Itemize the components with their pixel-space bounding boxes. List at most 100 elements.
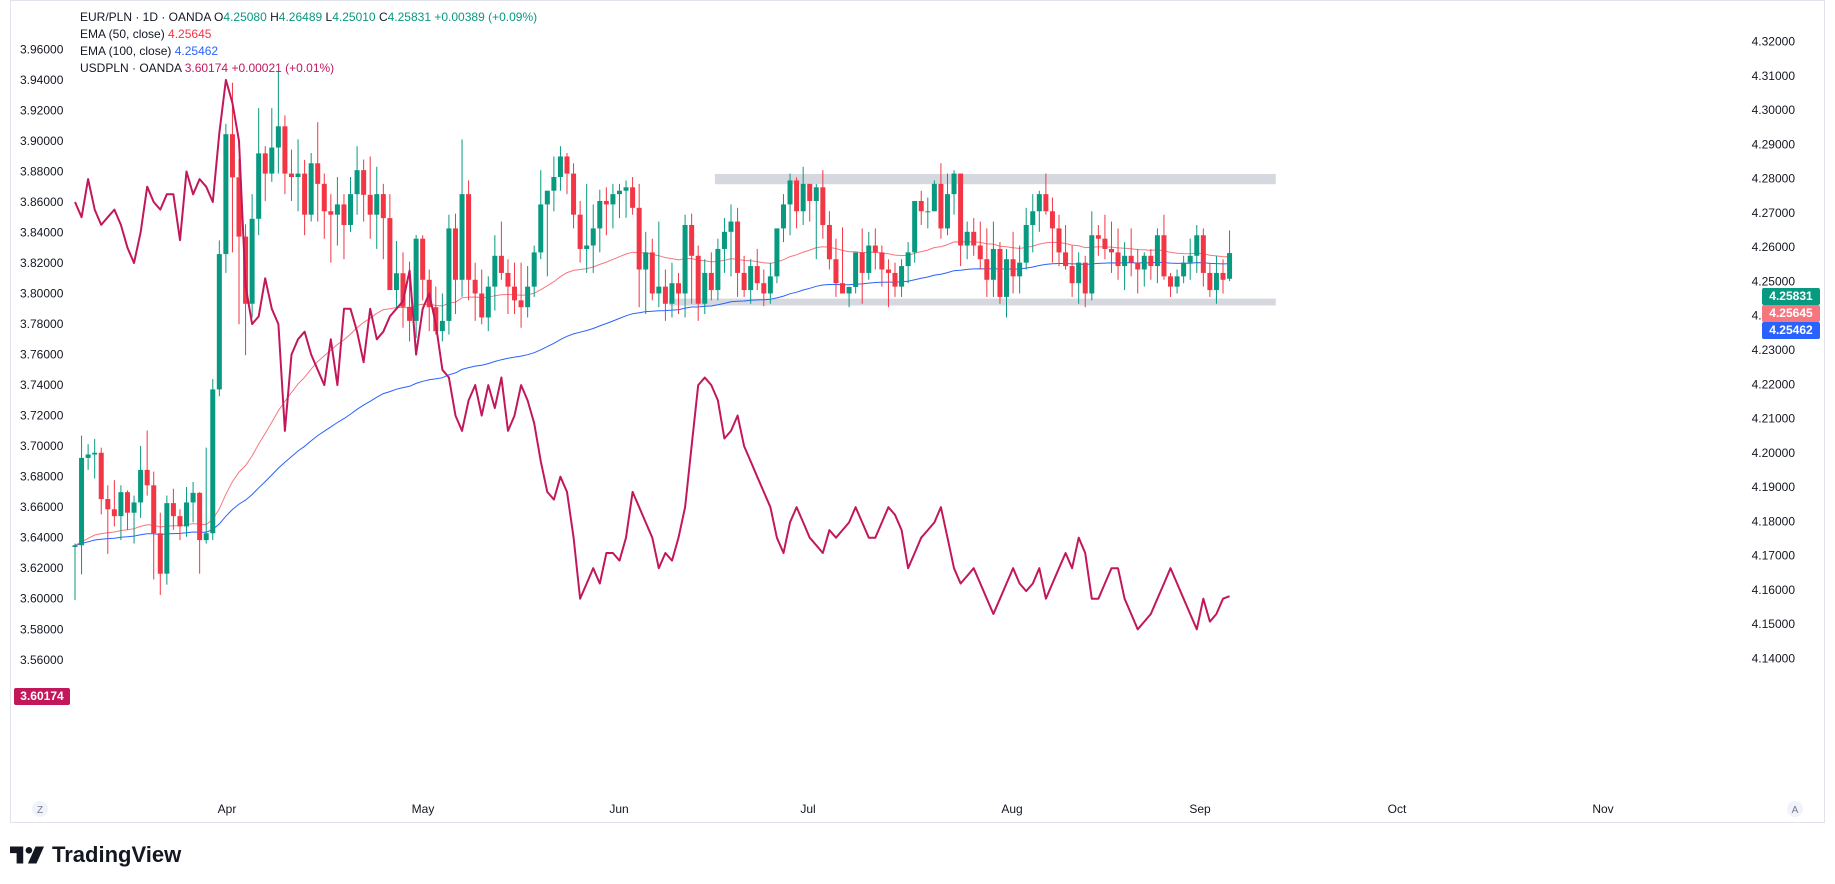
candle[interactable] — [584, 183, 590, 273]
candle[interactable] — [197, 492, 203, 574]
candle[interactable] — [229, 82, 235, 253]
candle[interactable] — [912, 200, 918, 263]
candle[interactable] — [262, 146, 268, 201]
candle[interactable] — [105, 485, 111, 554]
candle[interactable] — [190, 481, 196, 523]
candle[interactable] — [131, 495, 137, 544]
candle[interactable] — [1161, 214, 1167, 280]
candle[interactable] — [597, 189, 603, 253]
candle[interactable] — [853, 252, 859, 294]
candle[interactable] — [787, 173, 793, 236]
candle[interactable] — [79, 435, 85, 575]
candle[interactable] — [872, 228, 878, 270]
candle[interactable] — [708, 252, 714, 301]
chart-frame[interactable] — [10, 0, 1825, 823]
candle[interactable] — [1069, 245, 1075, 297]
candle[interactable] — [1056, 214, 1062, 267]
candle[interactable] — [1036, 190, 1042, 232]
candle[interactable] — [210, 379, 216, 541]
candle[interactable] — [512, 262, 518, 315]
candle[interactable] — [564, 153, 570, 195]
candle[interactable] — [571, 163, 577, 229]
candle[interactable] — [748, 259, 754, 304]
candle[interactable] — [288, 149, 294, 201]
candle[interactable] — [761, 269, 767, 307]
candle[interactable] — [315, 122, 321, 222]
candle[interactable] — [1043, 173, 1049, 215]
candle[interactable] — [958, 173, 964, 267]
time-axis[interactable]: Apr May Jun Jul Aug Sep Oct Nov Z A — [32, 801, 1803, 817]
legend-ema100-label[interactable]: EMA (100, close) — [80, 44, 172, 58]
candle[interactable] — [964, 221, 970, 260]
candle[interactable] — [905, 242, 911, 284]
candle[interactable] — [1017, 245, 1023, 294]
candle[interactable] — [656, 221, 662, 308]
candle[interactable] — [184, 487, 190, 537]
legend-symbol-row[interactable]: EUR/PLN · 1D · OANDA O4.25080 H4.26489 L… — [80, 9, 537, 26]
candle[interactable] — [498, 221, 504, 280]
candle[interactable] — [899, 259, 905, 297]
candle[interactable] — [439, 293, 445, 342]
candle[interactable] — [892, 262, 898, 297]
candles-layer[interactable] — [72, 70, 1233, 601]
candle[interactable] — [846, 286, 852, 308]
candle[interactable] — [1207, 262, 1213, 297]
candle[interactable] — [840, 227, 846, 294]
candle[interactable] — [938, 163, 944, 239]
candle[interactable] — [643, 231, 649, 315]
candle[interactable] — [518, 262, 524, 328]
candle[interactable] — [334, 177, 340, 246]
candle[interactable] — [721, 218, 727, 273]
candle[interactable] — [492, 235, 498, 311]
candle[interactable] — [138, 445, 144, 518]
candle[interactable] — [256, 108, 262, 236]
candle[interactable] — [302, 159, 308, 236]
candle[interactable] — [151, 471, 157, 580]
candle[interactable] — [774, 228, 780, 284]
candle[interactable] — [420, 235, 426, 301]
candle[interactable] — [754, 248, 760, 291]
candle[interactable] — [1154, 228, 1160, 284]
candle[interactable] — [216, 240, 222, 397]
candle[interactable] — [800, 166, 806, 225]
legend-ema50-row[interactable]: EMA (50, close) 4.25645 — [80, 26, 537, 43]
candle[interactable] — [269, 108, 275, 182]
candle[interactable] — [92, 439, 98, 479]
candle[interactable] — [931, 180, 937, 212]
legend-usdpln-label[interactable]: USDPLN · OANDA — [80, 61, 182, 75]
candle[interactable] — [885, 259, 891, 308]
candle[interactable] — [328, 194, 334, 263]
candle[interactable] — [767, 262, 773, 304]
candle[interactable] — [321, 173, 327, 239]
candle[interactable] — [662, 269, 668, 321]
candle[interactable] — [944, 173, 950, 236]
legend-symbol[interactable]: EUR/PLN · 1D · OANDA — [80, 10, 211, 24]
candle[interactable] — [525, 266, 531, 318]
candle[interactable] — [1194, 224, 1200, 273]
left-price-axis[interactable]: 3.96000 3.94000 3.92000 3.90000 3.88000 3.860… — [20, 42, 64, 666]
candle[interactable] — [557, 146, 563, 191]
auto-scale-button[interactable]: A — [1787, 801, 1803, 817]
candle[interactable] — [1030, 194, 1036, 253]
tradingview-brand[interactable]: TradingView — [10, 842, 181, 868]
candle[interactable] — [249, 194, 255, 318]
candle[interactable] — [531, 245, 537, 297]
candle[interactable] — [1108, 221, 1114, 273]
legend-usdpln-row[interactable]: USDPLN · OANDA 3.60174 +0.00021 (+0.01%) — [80, 60, 537, 77]
candle[interactable] — [1023, 207, 1029, 270]
candle[interactable] — [544, 190, 550, 277]
candle[interactable] — [826, 211, 832, 270]
candle[interactable] — [85, 444, 91, 470]
candle[interactable] — [879, 245, 885, 287]
candle[interactable] — [374, 166, 380, 249]
candle[interactable] — [170, 488, 176, 530]
candle[interactable] — [636, 183, 642, 308]
candle[interactable] — [616, 183, 622, 219]
candle[interactable] — [990, 221, 996, 297]
candle[interactable] — [682, 214, 688, 318]
candle[interactable] — [1102, 214, 1108, 260]
candle[interactable] — [1200, 228, 1206, 287]
candle[interactable] — [603, 187, 609, 236]
candle[interactable] — [807, 183, 813, 222]
